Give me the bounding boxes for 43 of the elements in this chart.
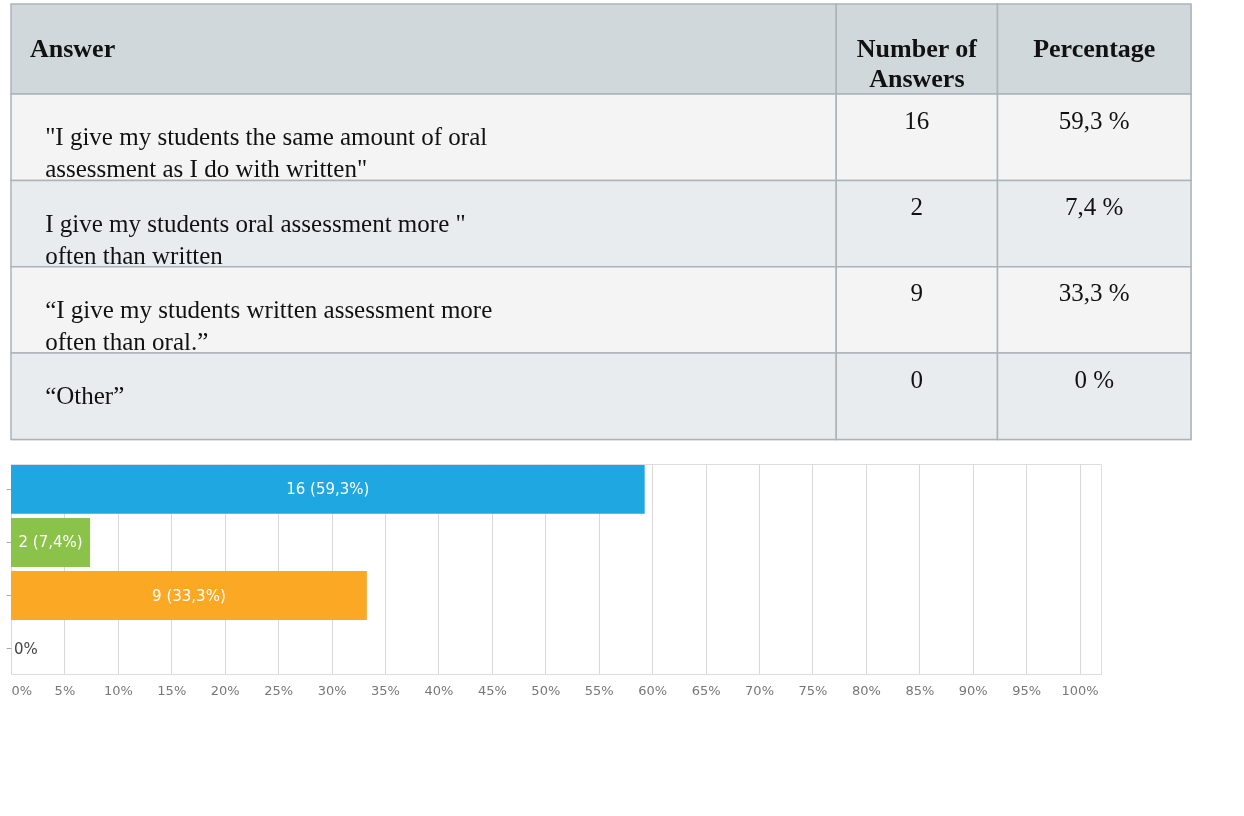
- data-label: 16 (59,3%): [286, 480, 370, 499]
- text: Percentage: [1033, 34, 1156, 64]
- x-tick-label: 15%: [157, 682, 187, 698]
- text: 16: [904, 106, 930, 134]
- text: Number of Answers: [856, 34, 978, 94]
- data-label: 9 (33,3%): [152, 586, 226, 605]
- x-tick-label: 70%: [745, 682, 774, 698]
- bar: [11, 465, 645, 514]
- x-tick-label: 0%: [11, 682, 33, 698]
- x-tick-label: 60%: [638, 682, 668, 698]
- text: 0 %: [1074, 365, 1115, 393]
- x-tick-label: 80%: [851, 682, 881, 698]
- bar: [11, 571, 367, 620]
- x-tick-label: 45%: [477, 682, 507, 698]
- x-tick-label: 25%: [264, 682, 294, 698]
- text: “Other”: [45, 382, 125, 410]
- x-tick-label: 20%: [210, 682, 240, 698]
- text: 7,4 %: [1065, 192, 1124, 220]
- x-tick-label: 55%: [584, 682, 614, 698]
- x-tick-label: 65%: [691, 682, 721, 698]
- x-tick-label: 30%: [317, 682, 347, 698]
- x-tick-label: 5%: [54, 682, 76, 698]
- data-label: 2 (7,4%): [18, 533, 83, 552]
- x-tick-label: 75%: [798, 682, 828, 698]
- text: 0: [910, 365, 924, 393]
- x-tick-label: 100%: [1061, 682, 1099, 698]
- x-tick-label: 10%: [103, 682, 133, 698]
- text: 9: [910, 279, 924, 307]
- x-tick-label: 85%: [905, 682, 935, 698]
- text: "I give my students the same amount of oral assessment as I do with written": [45, 123, 488, 183]
- text: “I give my students written assessment more often than oral.”: [45, 295, 493, 355]
- text: 2: [910, 192, 924, 220]
- data-label: 0%: [14, 639, 38, 658]
- x-tick-label: 40%: [424, 682, 454, 698]
- text: Answer: [29, 34, 116, 64]
- x-tick-label: 35%: [371, 682, 400, 698]
- x-tick-label: 90%: [958, 682, 988, 698]
- text: I give my students oral assessment more " often than written: [45, 209, 466, 269]
- text: 33,3 %: [1058, 279, 1130, 307]
- text: 59,3 %: [1058, 106, 1130, 134]
- x-tick-label: 50%: [531, 682, 561, 698]
- x-tick-label: 95%: [1012, 682, 1042, 698]
- bar: [11, 518, 91, 567]
